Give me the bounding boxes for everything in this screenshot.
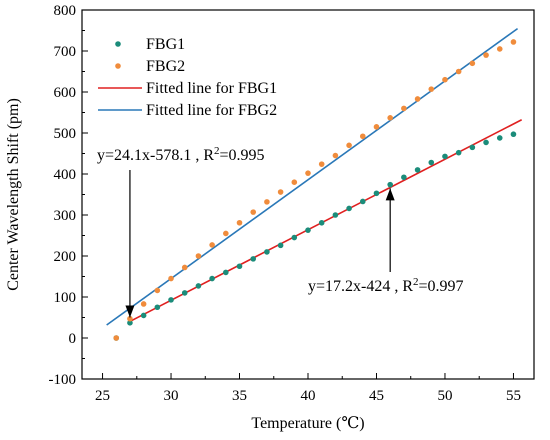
- data-point-fbg1: [483, 139, 489, 146]
- data-point-fbg2: [277, 189, 284, 195]
- y-tick-label: 700: [54, 44, 77, 60]
- data-point-fbg1: [496, 135, 503, 141]
- data-point-fbg1: [442, 153, 448, 160]
- data-point-fbg1: [469, 144, 476, 151]
- data-point-fbg1: [209, 275, 215, 282]
- data-point-fbg1: [428, 159, 435, 166]
- data-point-fbg2: [373, 124, 380, 130]
- data-point-fbg1: [373, 190, 380, 197]
- data-point-fbg2: [113, 335, 120, 341]
- data-point-fbg2: [181, 264, 188, 271]
- y-tick-label: 600: [54, 85, 77, 101]
- data-point-fbg2: [195, 253, 202, 259]
- data-point-fbg1: [168, 297, 174, 303]
- x-tick-label: 45: [369, 388, 384, 404]
- data-point-fbg2: [483, 52, 489, 58]
- data-point-fbg1: [387, 181, 393, 188]
- data-point-fbg2: [401, 105, 407, 112]
- y-tick-label: 400: [54, 167, 77, 183]
- annotation-fbg2-text: y=24.1x-578.1 , R2=0.995: [97, 145, 265, 164]
- data-point-fbg1: [332, 212, 339, 218]
- data-point-fbg2: [168, 275, 174, 282]
- data-point-fbg1: [181, 290, 188, 296]
- data-point-fbg2: [305, 170, 311, 176]
- data-point-fbg1: [305, 227, 311, 233]
- annotation-fbg1-arrowhead: [385, 188, 395, 201]
- data-point-fbg1: [291, 234, 298, 241]
- series-layer: [106, 27, 523, 341]
- data-point-fbg2: [510, 39, 517, 45]
- data-point-fbg1: [250, 256, 257, 262]
- data-point-fbg2: [291, 179, 298, 185]
- data-point-fbg2: [469, 60, 476, 67]
- data-point-fbg2: [442, 76, 448, 83]
- data-point-fbg2: [346, 142, 352, 149]
- legend-marker: [115, 41, 121, 47]
- data-point-fbg2: [414, 96, 421, 102]
- legend-label: Fitted line for FBG2: [146, 102, 277, 119]
- y-tick-label: 200: [54, 249, 77, 265]
- data-point-fbg2: [154, 287, 161, 294]
- data-point-fbg1: [236, 263, 243, 270]
- annotation-fbg1-text: y=17.2x-424 , R2=0.997: [308, 276, 464, 295]
- data-point-fbg1: [223, 269, 229, 276]
- legend-label: FBG1: [146, 36, 185, 53]
- data-point-fbg1: [401, 174, 407, 181]
- x-tick-label: 30: [164, 388, 179, 404]
- data-point-fbg1: [318, 219, 325, 226]
- data-point-fbg2: [127, 315, 133, 322]
- annotations: y=24.1x-578.1 , R2=0.995 y=17.2x-424 , R2…: [97, 145, 464, 318]
- data-point-fbg2: [209, 242, 215, 248]
- legend: FBG1 FBG2 Fitted line for FBG1 Fitted line …: [98, 36, 277, 119]
- data-point-fbg2: [264, 199, 270, 205]
- data-point-fbg1: [154, 304, 161, 311]
- data-point-fbg2: [318, 161, 325, 167]
- data-point-fbg1: [414, 167, 421, 173]
- data-point-fbg1: [264, 249, 270, 255]
- y-tick-label: 300: [54, 208, 77, 224]
- data-point-fbg2: [140, 301, 147, 307]
- fit-line-2: [106, 27, 519, 326]
- data-point-fbg1: [359, 198, 366, 205]
- x-tick-label: 25: [95, 388, 110, 404]
- data-point-fbg1: [277, 242, 284, 249]
- y-tick-label: 500: [54, 126, 77, 142]
- data-point-fbg1: [455, 149, 462, 156]
- x-axis-title: Temperature (℃): [251, 415, 364, 432]
- legend-marker: [115, 63, 121, 69]
- y-tick-label: -100: [49, 372, 77, 388]
- x-tick-label: 35: [232, 388, 247, 404]
- x-tick-label: 50: [437, 388, 452, 404]
- legend-label: Fitted line for FBG1: [146, 80, 277, 97]
- data-point-fbg2: [223, 230, 229, 237]
- legend-label: FBG2: [146, 58, 185, 75]
- data-point-fbg2: [250, 209, 257, 215]
- data-point-fbg2: [496, 46, 503, 52]
- x-tick-label: 40: [301, 388, 316, 404]
- data-point-fbg2: [236, 219, 243, 226]
- data-point-fbg1: [346, 205, 352, 212]
- data-point-fbg2: [332, 152, 339, 159]
- y-tick-label: 800: [54, 3, 77, 19]
- annotation-fbg2-arrowhead: [125, 305, 135, 318]
- data-point-fbg1: [510, 131, 517, 138]
- data-point-fbg2: [428, 86, 435, 92]
- data-point-fbg1: [140, 312, 147, 319]
- y-axis-title: Center Wavelength Shift (pm): [5, 98, 22, 291]
- axes-layer: 25 30 35 40 45 50 55 -100 0 100 200 300 400 500 600 700…: [49, 3, 535, 404]
- data-point-fbg2: [387, 115, 393, 121]
- data-point-fbg2: [455, 68, 462, 75]
- y-tick-label: 0: [69, 331, 77, 347]
- data-point-fbg2: [359, 133, 366, 140]
- data-point-fbg1: [195, 283, 202, 289]
- x-tick-label: 55: [506, 388, 521, 404]
- data-point-fbg1: [127, 320, 133, 326]
- y-tick-label: 100: [54, 290, 77, 306]
